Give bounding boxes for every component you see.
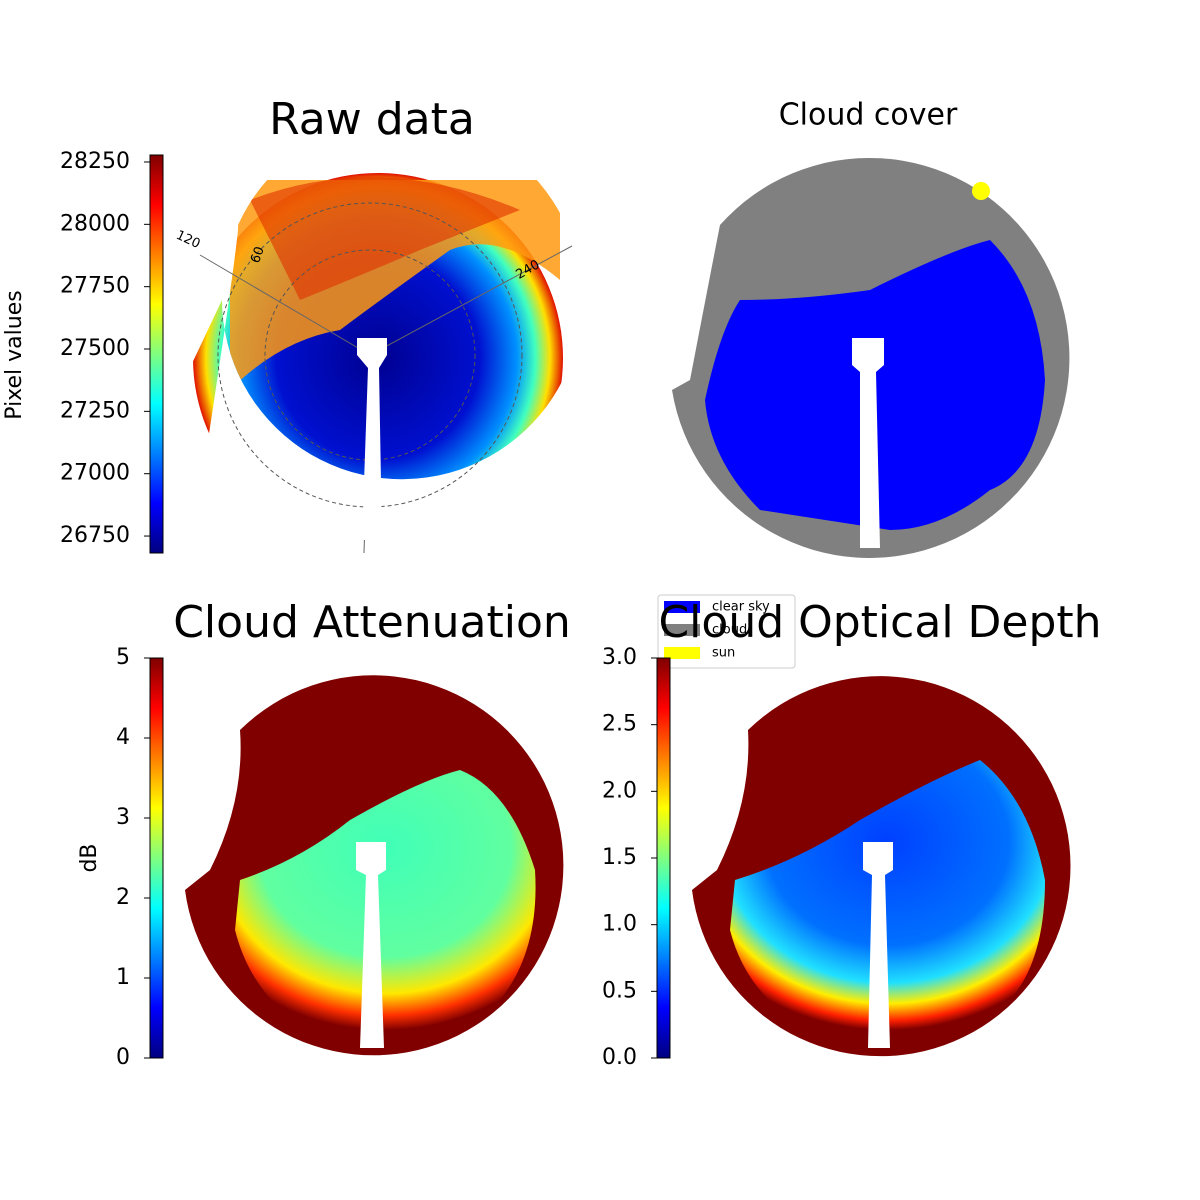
colorbar: [656, 657, 671, 1059]
legend-swatch: [664, 624, 700, 636]
tick-label: 27500: [60, 336, 130, 361]
legend: clear sky cloud sun: [657, 594, 796, 669]
tick-label: 0.5: [602, 978, 637, 1003]
cloud-cover-image: [672, 157, 1070, 558]
tick-label: 1.0: [602, 912, 637, 937]
tick-label: 27250: [60, 398, 130, 423]
polar-label: 60: [248, 245, 268, 266]
legend-swatch: [664, 647, 700, 659]
tick-label: 0: [116, 1045, 130, 1070]
tick-label: 1: [116, 965, 130, 990]
panel-title: Cloud Optical Depth: [658, 597, 1101, 648]
tick-label: 3: [116, 805, 130, 830]
sun: [972, 182, 990, 200]
tick-label: 0.0: [602, 1045, 637, 1070]
tick-label: 27000: [60, 461, 130, 486]
tick-label: 3.0: [602, 645, 637, 670]
tick-label: 28000: [60, 211, 130, 236]
raw-image: [193, 173, 573, 554]
tick-label: 28250: [60, 149, 130, 174]
optical-depth-image: [692, 676, 1071, 1057]
legend-label: clear sky: [712, 600, 770, 615]
mast: [852, 338, 884, 548]
tick-label: 26750: [60, 523, 130, 548]
polar-axis: [199, 254, 371, 356]
panel-title: Raw data: [269, 94, 475, 145]
mast: [357, 338, 387, 540]
attenuation-image: [185, 675, 564, 1056]
colorbar-label: Pixel values: [2, 290, 27, 419]
tick-label: 2: [116, 885, 130, 910]
colorbar: [149, 154, 164, 554]
tick-label: 4: [116, 725, 130, 750]
panel-title: Cloud cover: [779, 98, 958, 133]
tick-label: 2.5: [602, 712, 637, 737]
mast: [863, 842, 893, 1048]
legend-swatch: [664, 601, 700, 613]
polar-axis: [369, 245, 573, 356]
mast: [356, 842, 386, 1048]
legend-label: cloud: [712, 623, 747, 638]
tick-label: 2.0: [602, 778, 637, 803]
polar-label: 120: [174, 228, 203, 252]
legend-label: sun: [712, 646, 735, 661]
colorbar-label: dB: [77, 843, 102, 872]
tick-label: 27750: [60, 274, 130, 299]
colorbar: [149, 657, 164, 1059]
tick-label: 1.5: [602, 845, 637, 870]
panel-title: Cloud Attenuation: [173, 597, 571, 648]
tick-label: 5: [116, 645, 130, 670]
